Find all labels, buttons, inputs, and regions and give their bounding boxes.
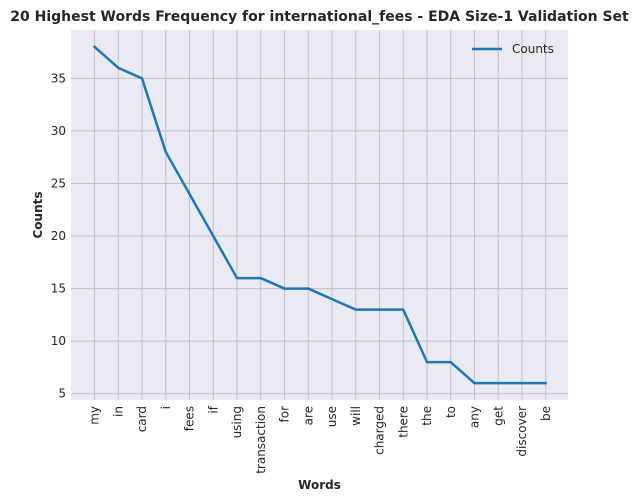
data-point-will: [354, 308, 357, 311]
data-point-i: [164, 150, 167, 154]
series-layer: [93, 45, 547, 385]
series-line-counts: [93, 45, 547, 385]
data-point-charged: [378, 308, 381, 311]
x-tick-label-use: use: [325, 406, 339, 427]
y-tick-label-10: 10: [51, 334, 66, 348]
data-point-transaction: [259, 276, 262, 280]
data-point-in: [117, 66, 120, 70]
data-point-any: [473, 381, 476, 385]
y-tick-label-30: 30: [51, 124, 66, 138]
data-point-discover: [520, 381, 524, 385]
y-tick-label-25: 25: [51, 176, 66, 190]
x-tick-label-for: for: [278, 406, 292, 423]
x-tick-label-will: will: [349, 406, 363, 426]
x-tick-label-any: any: [468, 406, 482, 428]
x-tick-label-the: the: [420, 406, 434, 426]
y-tick-label-5: 5: [58, 387, 66, 401]
data-point-there: [402, 308, 405, 311]
x-tick-label-discover: discover: [515, 406, 529, 457]
chart-title: 20 Highest Words Frequency for internati…: [10, 9, 629, 25]
y-axis-ticks: 5 10 15 20 25 30 35: [51, 71, 66, 400]
data-point-use: [330, 297, 334, 301]
data-point-get: [497, 381, 500, 385]
data-point-card: [140, 77, 144, 80]
x-tick-label-be: be: [539, 406, 553, 421]
x-tick-label-if: if: [206, 405, 220, 413]
data-point-are: [307, 287, 310, 290]
y-gridlines: [71, 77, 568, 395]
data-point-if: [212, 234, 215, 238]
x-tick-label-get: get: [491, 406, 505, 426]
data-point-using: [235, 276, 239, 280]
data-point-my: [93, 45, 96, 49]
x-tick-label-there: there: [396, 406, 410, 438]
x-tick-label-fees: fees: [183, 406, 197, 431]
x-axis-label: Words: [298, 478, 341, 492]
data-point-the: [425, 360, 429, 364]
data-point-for: [283, 287, 286, 290]
x-gridlines: [94, 30, 547, 400]
data-point-be: [544, 381, 547, 385]
plot-area: [71, 30, 568, 400]
y-axis-label: Counts: [31, 191, 45, 238]
legend: Counts: [472, 42, 554, 56]
y-tick-label-20: 20: [51, 229, 66, 243]
y-tick-label-15: 15: [51, 282, 66, 296]
data-point-to: [449, 360, 452, 364]
x-tick-label-charged: charged: [373, 406, 387, 455]
data-point-fees: [188, 192, 191, 196]
x-tick-label-using: using: [230, 406, 244, 438]
x-tick-label-card: card: [135, 406, 149, 432]
x-tick-label-my: my: [88, 406, 102, 425]
y-tick-label-35: 35: [51, 71, 66, 85]
x-tick-label-are: are: [301, 406, 315, 425]
x-tick-label-i: i: [159, 406, 173, 409]
x-axis-ticks: my in card i fees if using transaction for are use…: [88, 405, 553, 474]
legend-label-counts: Counts: [512, 42, 554, 56]
x-tick-label-to: to: [444, 406, 458, 418]
x-tick-label-transaction: transaction: [254, 406, 268, 474]
x-tick-label-in: in: [111, 406, 125, 417]
